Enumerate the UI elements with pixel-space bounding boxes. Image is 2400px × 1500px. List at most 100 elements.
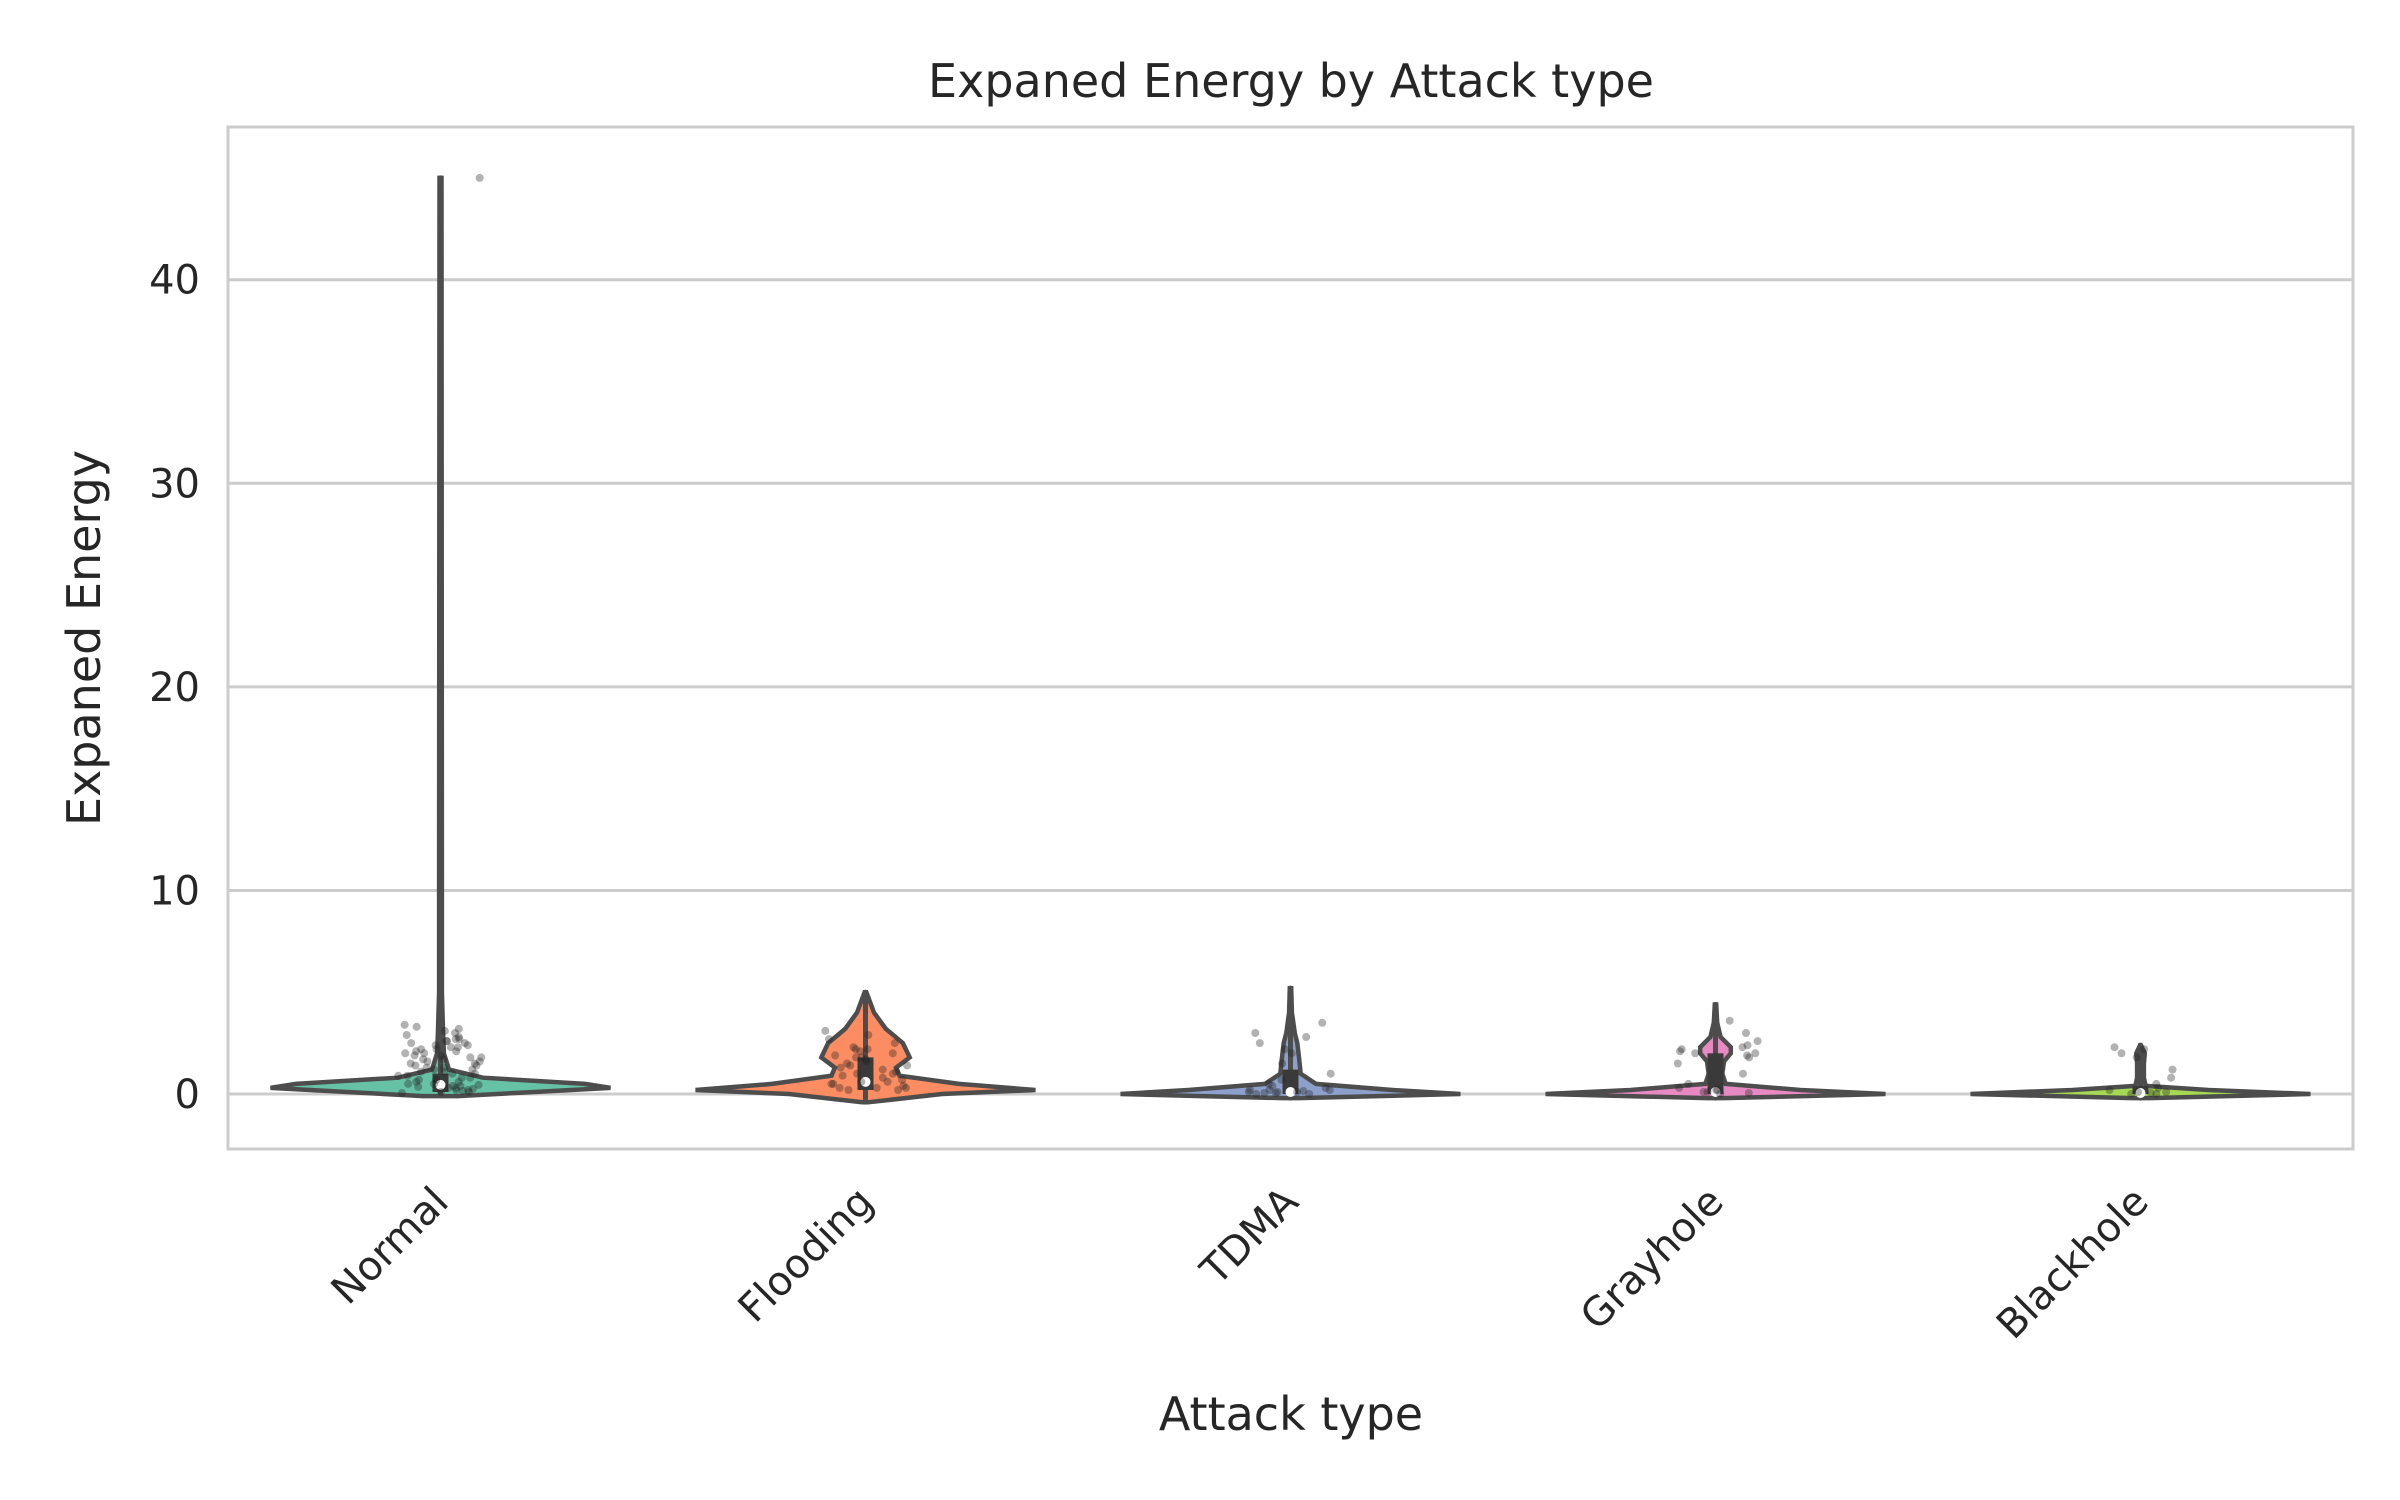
strip-point xyxy=(470,1059,479,1068)
strip-point xyxy=(1712,1086,1721,1094)
strip-point xyxy=(1246,1086,1254,1094)
x-axis-label: Attack type xyxy=(1159,1387,1423,1441)
strip-point xyxy=(1293,1088,1302,1096)
strip-point xyxy=(1673,1059,1682,1068)
strip-point xyxy=(423,1057,432,1066)
strip-point xyxy=(474,1080,483,1089)
strip-point xyxy=(466,1073,475,1082)
strip-points-normal xyxy=(394,173,486,1097)
strip-point xyxy=(403,1071,412,1080)
strip-point xyxy=(430,1079,438,1088)
strip-point xyxy=(898,1075,907,1084)
strip-point xyxy=(454,1024,463,1033)
strip-point xyxy=(857,1053,866,1062)
strip-point xyxy=(2140,1045,2149,1054)
strip-point xyxy=(1255,1039,1264,1048)
violin-median xyxy=(435,1079,446,1090)
strip-point xyxy=(878,1073,887,1082)
chart-title: Expaned Energy by Attack type xyxy=(928,54,1654,108)
strip-point xyxy=(411,1061,420,1070)
strip-point xyxy=(477,1053,486,1062)
strip-point xyxy=(2146,1089,2155,1097)
strip-point xyxy=(827,1079,836,1088)
strip-point xyxy=(406,1059,415,1068)
strip-point xyxy=(452,1086,461,1094)
strip-point xyxy=(862,1057,871,1066)
strip-point xyxy=(417,1067,425,1076)
strip-point xyxy=(454,1033,463,1041)
strip-point xyxy=(412,1047,421,1056)
strip-point xyxy=(2110,1043,2119,1052)
violin-median xyxy=(1285,1086,1296,1097)
strip-point xyxy=(1278,1059,1287,1068)
strip-point xyxy=(872,1083,881,1092)
strip-point xyxy=(1265,1086,1274,1094)
strip-point xyxy=(863,1045,872,1054)
strip-point xyxy=(1713,1086,1722,1094)
strip-point xyxy=(892,1067,901,1076)
strip-point xyxy=(1744,1089,1753,1097)
strip-point xyxy=(894,1086,903,1094)
violin-iqr-box xyxy=(1282,1069,1299,1095)
strip-point xyxy=(466,1053,475,1062)
strip-point xyxy=(1251,1029,1260,1037)
strip-point xyxy=(442,1037,451,1046)
strip-point xyxy=(1677,1045,1686,1054)
strip-point xyxy=(836,1063,845,1072)
strip-point xyxy=(1264,1079,1273,1088)
strip-points-tdma xyxy=(1244,1018,1335,1098)
strip-point xyxy=(460,1039,469,1048)
strip-point xyxy=(404,1079,413,1088)
strip-point xyxy=(1325,1086,1334,1094)
strip-point xyxy=(1277,1075,1286,1084)
strip-point xyxy=(454,1077,463,1086)
strip-point xyxy=(838,1071,847,1080)
violin-median xyxy=(860,1076,871,1087)
strip-point xyxy=(844,1086,853,1094)
gridlines xyxy=(228,278,2353,1096)
strip-point xyxy=(439,1055,448,1064)
strip-point xyxy=(455,1035,464,1044)
strip-point xyxy=(463,1041,472,1050)
strip-point xyxy=(1716,1090,1725,1098)
strip-point xyxy=(1743,1051,1752,1060)
strip-point xyxy=(843,1059,851,1068)
x-axis-ticks: Normal Flooding TDMA Grayhole Blackhole xyxy=(323,1178,2158,1348)
strip-point xyxy=(414,1082,423,1091)
strip-point xyxy=(851,1045,860,1054)
strip-point xyxy=(415,1075,423,1084)
y-tick-label: 0 xyxy=(175,1072,200,1118)
strip-point xyxy=(861,1055,870,1064)
strip-points-blackhole xyxy=(2105,1043,2177,1098)
strip-point xyxy=(1321,1083,1330,1092)
strip-point xyxy=(1676,1047,1685,1056)
strip-point xyxy=(452,1047,461,1056)
x-tick-label: Blackhole xyxy=(1988,1179,2158,1349)
strip-point xyxy=(1743,1041,1752,1050)
strip-point xyxy=(442,1037,451,1046)
strip-point xyxy=(825,1035,833,1044)
strip-point xyxy=(457,1073,466,1082)
strip-point xyxy=(1244,1088,1253,1096)
strip-point xyxy=(857,1077,866,1086)
strip-point xyxy=(899,1081,908,1090)
strip-point xyxy=(419,1055,428,1064)
strip-point xyxy=(400,1020,409,1029)
y-tick-label: 20 xyxy=(149,665,200,711)
strip-point xyxy=(1684,1079,1693,1088)
strip-point xyxy=(1273,1088,1282,1096)
strip-point xyxy=(432,1045,441,1054)
violin-normal xyxy=(270,175,611,1099)
strip-point xyxy=(431,1041,440,1050)
strip-point xyxy=(475,173,484,182)
strip-point xyxy=(1739,1069,1747,1078)
strip-point xyxy=(864,1031,873,1039)
strip-points-flooding xyxy=(821,1026,912,1094)
strip-point xyxy=(1745,1053,1754,1062)
strip-point xyxy=(470,1069,479,1078)
strip-point xyxy=(446,1043,455,1052)
strip-point xyxy=(1675,1083,1684,1092)
strip-point xyxy=(835,1083,844,1092)
violin-median xyxy=(1710,1086,1721,1097)
strip-point xyxy=(846,1061,855,1070)
